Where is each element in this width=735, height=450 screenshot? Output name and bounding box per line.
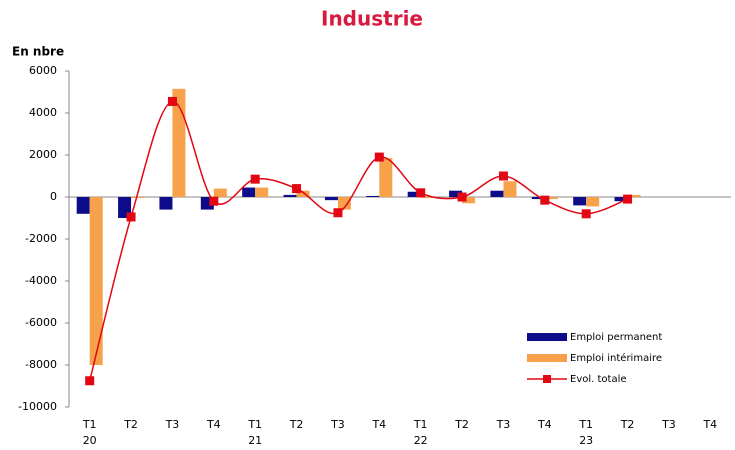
- y-tick-label: -6000: [25, 316, 57, 329]
- line-marker: [126, 212, 136, 222]
- bar: [449, 190, 463, 197]
- line-marker: [292, 184, 302, 194]
- bar: [159, 197, 173, 210]
- bar: [614, 197, 628, 202]
- bar: [490, 190, 504, 197]
- x-year-label: 21: [248, 434, 262, 447]
- bar: [89, 197, 103, 365]
- line-marker: [540, 195, 550, 205]
- bar: [131, 197, 145, 199]
- x-year-label: 23: [579, 434, 593, 447]
- x-tick-label: T3: [330, 418, 345, 431]
- x-year-label: 20: [83, 434, 97, 447]
- bar: [531, 197, 545, 200]
- legend-label: Evol. totale: [570, 374, 627, 385]
- line-marker: [416, 188, 426, 198]
- y-axis-label: En nbre: [12, 45, 64, 59]
- y-tick-label: -4000: [25, 274, 57, 287]
- line-marker: [209, 196, 219, 206]
- x-tick-label: T1: [82, 418, 97, 431]
- y-tick-label: -10000: [18, 400, 57, 413]
- bar: [462, 197, 476, 204]
- x-tick-label: T2: [454, 418, 469, 431]
- line-marker: [167, 96, 177, 106]
- bar: [420, 197, 434, 199]
- x-tick-label: T1: [247, 418, 262, 431]
- x-tick-label: T4: [537, 418, 552, 431]
- bar: [337, 197, 351, 210]
- line-marker: [457, 192, 467, 202]
- bar: [76, 197, 90, 214]
- bar: [283, 194, 297, 197]
- y-tick-label: -8000: [25, 358, 57, 371]
- bar: [586, 197, 600, 207]
- bar: [503, 181, 517, 197]
- x-tick-label: T3: [496, 418, 511, 431]
- x-tick-label: T3: [661, 418, 676, 431]
- bar: [627, 194, 641, 197]
- y-tick-label: 0: [50, 190, 57, 203]
- legend-label: Emploi permanent: [570, 332, 662, 343]
- bar: [407, 191, 421, 197]
- bar: [213, 188, 227, 197]
- line-marker: [498, 171, 508, 181]
- line-marker: [581, 209, 591, 219]
- legend-swatch: [527, 333, 567, 341]
- y-tick-label: 6000: [29, 64, 57, 77]
- bar: [242, 187, 256, 197]
- x-tick-label: T2: [123, 418, 138, 431]
- line-marker: [250, 174, 260, 184]
- chart-title: Industrie: [321, 7, 423, 31]
- x-tick-label: T1: [578, 418, 593, 431]
- bar: [255, 187, 269, 197]
- line-marker: [333, 208, 343, 218]
- legend-swatch: [543, 375, 551, 383]
- bar: [379, 158, 393, 197]
- bar: [324, 197, 338, 201]
- legend-swatch: [527, 354, 567, 362]
- bar: [366, 195, 380, 197]
- x-tick-label: T4: [371, 418, 386, 431]
- x-tick-label: T2: [620, 418, 635, 431]
- x-tick-label: T4: [206, 418, 221, 431]
- legend-box: [480, 325, 680, 395]
- x-tick-label: T4: [702, 418, 717, 431]
- y-tick-label: 4000: [29, 106, 57, 119]
- bar: [296, 190, 310, 197]
- y-tick-label: 2000: [29, 148, 57, 161]
- bar: [573, 197, 587, 206]
- x-tick-label: T1: [413, 418, 428, 431]
- line-marker: [374, 152, 384, 162]
- x-tick-label: T3: [165, 418, 180, 431]
- line-marker: [623, 194, 633, 204]
- legend-label: Emploi intérimaire: [570, 352, 662, 364]
- bar: [544, 197, 558, 200]
- x-year-label: 22: [414, 434, 428, 447]
- bar: [172, 88, 186, 197]
- y-tick-label: -2000: [25, 232, 57, 245]
- x-tick-label: T2: [289, 418, 304, 431]
- line-marker: [85, 376, 95, 386]
